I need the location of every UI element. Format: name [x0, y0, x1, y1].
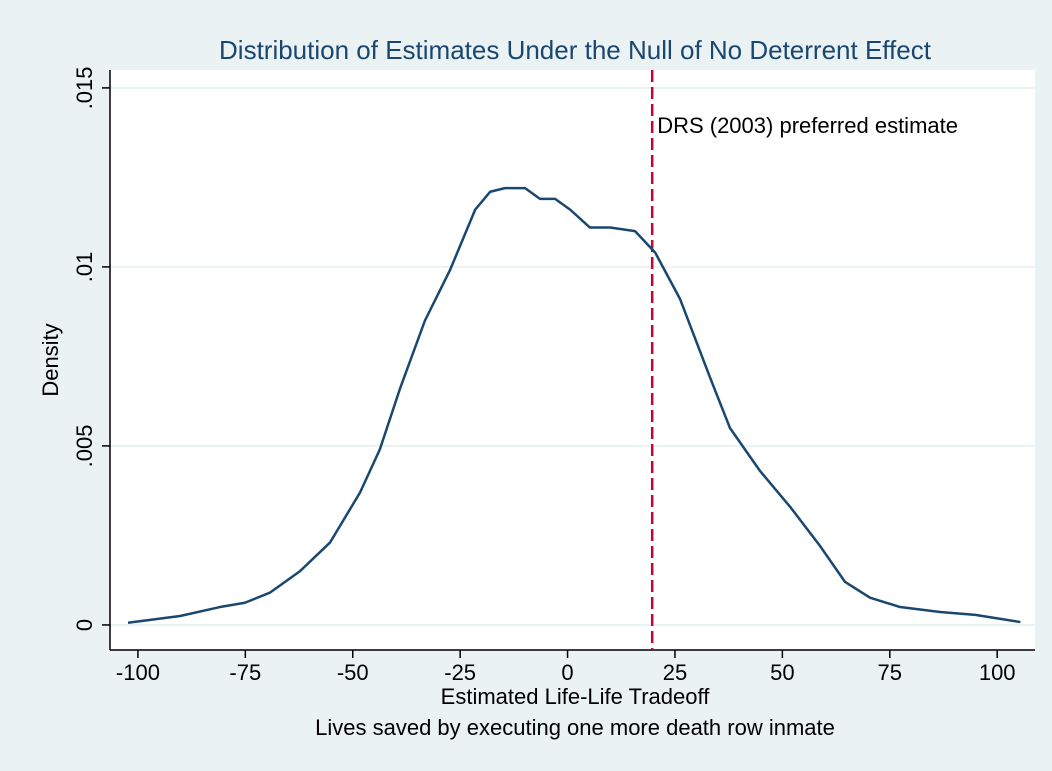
y-tick-label: .015	[72, 66, 97, 109]
plot-area	[110, 70, 1035, 650]
x-tick-label: 25	[663, 660, 687, 685]
x-tick-label: -50	[337, 660, 369, 685]
y-tick-label: .01	[72, 252, 97, 283]
x-tick-label: 50	[770, 660, 794, 685]
x-axis-subtitle: Lives saved by executing one more death …	[315, 715, 835, 740]
y-axis-title: Density	[38, 323, 63, 396]
y-tick-label: 0	[72, 619, 97, 631]
y-tick-label: .005	[72, 425, 97, 468]
annotation: DRS (2003) preferred estimate	[657, 113, 958, 138]
x-tick-label: 0	[561, 660, 573, 685]
x-tick-label: 75	[878, 660, 902, 685]
x-tick-label: -75	[229, 660, 261, 685]
x-tick-label: -100	[116, 660, 160, 685]
x-tick-label: -25	[444, 660, 476, 685]
chart-title: Distribution of Estimates Under the Null…	[219, 35, 932, 65]
density-line	[127, 186, 1021, 625]
x-axis-title: Estimated Life-Life Tradeoff	[441, 684, 711, 709]
x-tick-label: 100	[979, 660, 1016, 685]
